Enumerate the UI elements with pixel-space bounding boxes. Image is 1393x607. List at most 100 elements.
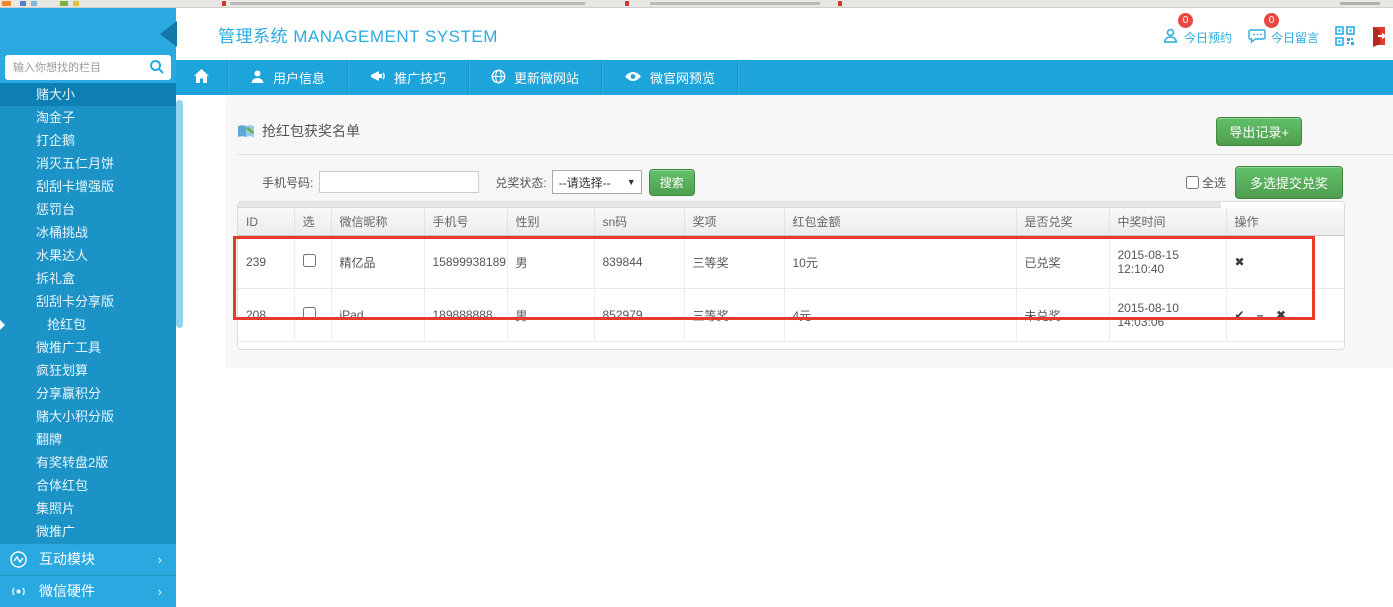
search-icon[interactable] <box>149 59 165 80</box>
cell-status: 未兑奖 <box>1016 288 1110 342</box>
header-notch-arrow-icon <box>160 21 177 47</box>
multi-submit-redeem-button[interactable]: 多选提交兑奖 <box>1234 165 1343 199</box>
cell-time: 2015-08-15 12:10:40 <box>1109 235 1227 289</box>
appointments-count-badge: 0 <box>1177 13 1193 28</box>
cell-sn: 839844 <box>594 235 685 289</box>
col-select: 选 <box>294 208 332 236</box>
nav-home-button[interactable] <box>176 60 228 95</box>
delete-icon[interactable]: ✖ <box>1275 308 1286 322</box>
phone-number-input[interactable] <box>319 171 480 193</box>
sidebar-item-shuiguo[interactable]: 水果达人 <box>36 247 89 263</box>
table-header-row: ID 选 微信昵称 手机号 性别 sn码 奖项 红包金额 是否兑奖 中奖时间 <box>238 208 1344 236</box>
badge-label: 今日留言 <box>1270 30 1319 45</box>
sidebar-item-heti-hongbao[interactable]: 合体红包 <box>36 477 89 493</box>
cell-nickname: iPad <box>331 288 425 342</box>
sidebar-item-fengkuang[interactable]: 疯狂划算 <box>36 362 89 378</box>
table-row: 239 精亿品 15899938189 男 839844 三等奖 10元 已兑奖 <box>238 235 1344 289</box>
sidebar-item-zhuanpan[interactable]: 有奖转盘2版 <box>36 454 109 470</box>
select-all-checkbox[interactable] <box>1185 175 1199 189</box>
cell-gender: 男 <box>507 288 595 342</box>
sidebar-item-fanpai[interactable]: 翻牌 <box>36 431 63 447</box>
cell-id: 208 <box>238 288 295 342</box>
section-label: 互动模块 <box>39 551 95 568</box>
nav-site-preview[interactable]: 微官网预览 <box>602 60 739 95</box>
today-messages-link[interactable]: 0 今日留言 <box>1248 13 1319 47</box>
chrome-favicon <box>20 1 26 6</box>
select-all-label: 全选 <box>1201 175 1226 190</box>
sidebar-item-chailihe[interactable]: 拆礼盒 <box>36 270 76 286</box>
search-button[interactable]: 搜索 <box>648 168 695 196</box>
sidebar-item-yuebing[interactable]: 消灭五仁月饼 <box>36 155 115 171</box>
sidebar-item-chengfatai[interactable]: 惩罚台 <box>36 201 76 217</box>
row-checkbox[interactable] <box>302 254 316 267</box>
sidebar-item-jizhaopian[interactable]: 集照片 <box>36 500 76 516</box>
sidebar-scrollbar-track <box>176 95 184 607</box>
sidebar-item-dudaxiao[interactable]: 赌大小 <box>0 82 176 106</box>
nav-user-info[interactable]: 用户信息 <box>228 60 349 95</box>
logout-exit-icon[interactable] <box>1371 21 1391 47</box>
sidebar-item-guaguaka-plus[interactable]: 刮刮卡增强版 <box>36 178 115 194</box>
minus-icon[interactable]: – <box>1256 308 1264 322</box>
sidebar-item-guaguaka-share[interactable]: 刮刮卡分享版 <box>36 293 115 309</box>
winners-table: ID 选 微信昵称 手机号 性别 sn码 奖项 红包金额 是否兑奖 中奖时间 <box>237 201 1345 350</box>
globe-icon <box>491 69 506 87</box>
confirm-redeem-icon[interactable]: ✔ <box>1234 308 1245 322</box>
sidebar-item-label: 抢红包 <box>47 316 87 332</box>
sidebar-item-fenxiang[interactable]: 分享赢积分 <box>36 385 102 401</box>
today-appointments-link[interactable]: 0 今日预约 <box>1162 13 1232 47</box>
signal-icon <box>10 583 27 600</box>
divider <box>237 154 1393 155</box>
col-actions: 操作 <box>1226 208 1344 236</box>
sidebar: 赌大小 淘金子 打企鹅 消灭五仁月饼 刮刮卡增强版 惩罚台 冰桶挑战 水果达人 … <box>0 8 176 607</box>
table-top-cap <box>238 202 1221 208</box>
col-id: ID <box>238 208 295 236</box>
sidebar-item-weituiguang-tools[interactable]: 微推广工具 <box>36 339 102 355</box>
sidebar-item-weituiguang[interactable]: 微推广 <box>36 523 76 539</box>
page-title: 抢红包获奖名单 <box>262 123 360 139</box>
delete-icon[interactable]: ✖ <box>1234 255 1245 269</box>
section-label: 微信硬件 <box>39 583 95 600</box>
sidebar-section-wechat-hardware[interactable]: 微信硬件 › <box>0 574 176 607</box>
sidebar-item-qianghongbao[interactable]: 抢红包 <box>0 313 176 336</box>
row-checkbox[interactable] <box>302 307 316 320</box>
cell-status: 已兑奖 <box>1016 235 1110 289</box>
content-area: 抢红包获奖名单 导出记录+ 手机号码: 兑奖状态: --请选择-- ▼ 搜索 <box>184 95 1393 607</box>
nav-update-microsite[interactable]: 更新微网站 <box>469 60 603 95</box>
sidebar-item-taojinzi[interactable]: 淘金子 <box>36 109 76 125</box>
eye-icon <box>624 70 642 86</box>
qr-code-icon[interactable] <box>1335 22 1355 46</box>
cell-amount: 4元 <box>784 288 1017 342</box>
nav-item-label: 更新微网站 <box>514 71 580 86</box>
col-amount: 红包金额 <box>784 208 1017 236</box>
browser-chrome-strip <box>0 0 1393 8</box>
pulse-circle-icon <box>10 551 27 568</box>
export-records-button[interactable]: 导出记录+ <box>1216 116 1302 146</box>
sidebar-submenu: 赌大小 淘金子 打企鹅 消灭五仁月饼 刮刮卡增强版 惩罚台 冰桶挑战 水果达人 … <box>0 82 176 543</box>
chrome-favicon <box>73 1 79 6</box>
menu-search-input[interactable] <box>5 55 171 81</box>
messages-count-badge: 0 <box>1263 13 1279 28</box>
chrome-text-smudge <box>1340 2 1380 5</box>
sidebar-scrollbar-thumb[interactable] <box>176 100 183 328</box>
nav-item-label: 微官网预览 <box>650 71 716 86</box>
chrome-mark <box>222 1 226 6</box>
redeem-status-select[interactable]: --请选择-- ▼ <box>551 170 642 194</box>
main-nav: 用户信息 推广技巧 更新微网站 微官网预览 <box>176 60 1393 95</box>
sidebar-section-interactive-modules[interactable]: 互动模块 › <box>0 542 176 575</box>
chevron-down-icon: ▼ <box>626 177 636 187</box>
sidebar-search-row <box>0 53 176 83</box>
nav-promotion-tips[interactable]: 推广技巧 <box>348 60 470 95</box>
chrome-favicon <box>60 1 68 6</box>
chrome-favicon <box>31 1 37 6</box>
col-prize: 奖项 <box>684 208 785 236</box>
app-title: 管理系统 MANAGEMENT SYSTEM <box>218 26 498 46</box>
cell-prize: 三等奖 <box>684 235 785 289</box>
col-nickname: 微信昵称 <box>331 208 425 236</box>
col-sn: sn码 <box>594 208 685 236</box>
col-time: 中奖时间 <box>1109 208 1227 236</box>
chat-bubble-icon <box>1248 27 1266 47</box>
sidebar-item-dudaxiao-jifen[interactable]: 赌大小积分版 <box>36 408 115 424</box>
cell-phone: 15899938189 <box>424 235 508 289</box>
sidebar-item-bingtong[interactable]: 冰桶挑战 <box>36 224 89 240</box>
sidebar-item-daqie[interactable]: 打企鹅 <box>36 132 76 148</box>
